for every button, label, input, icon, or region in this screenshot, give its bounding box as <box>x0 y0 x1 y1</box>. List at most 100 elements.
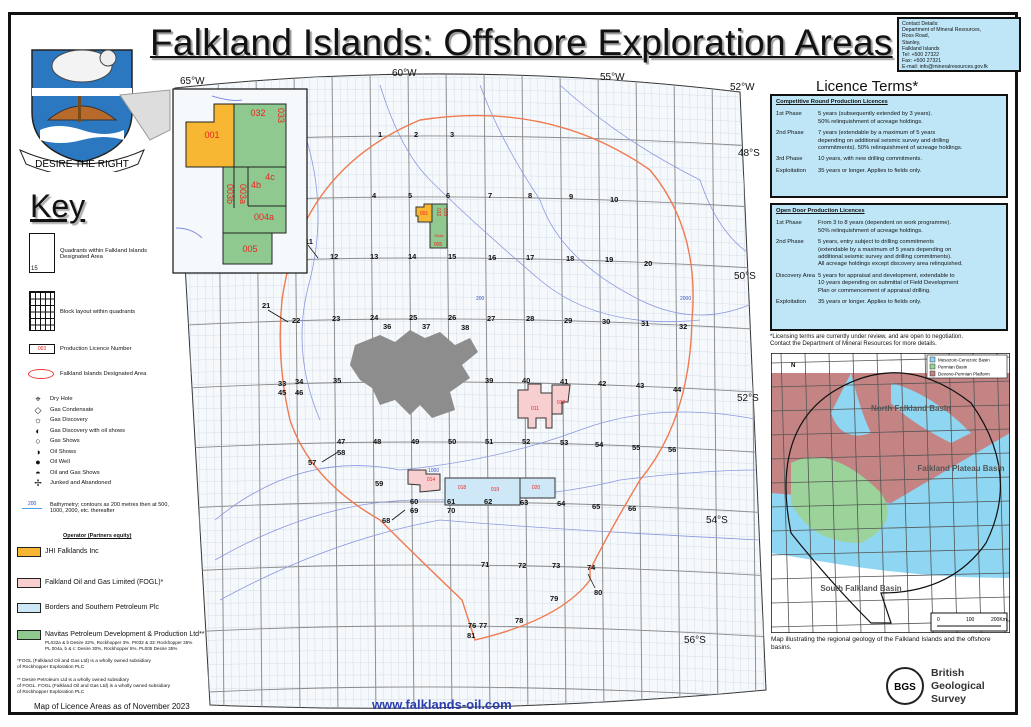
licence-number-label[interactable]: 018 <box>458 485 467 491</box>
licence-block-011[interactable] <box>517 383 553 429</box>
bgs-name-line: Survey <box>931 693 966 705</box>
quadrant-label: 17 <box>526 253 534 262</box>
quadrant-label: 70 <box>447 506 455 515</box>
inset-licence-label: 004a <box>254 212 274 222</box>
licence-inset-map[interactable]: 001 032 033 003b 003a 4c 4b 004a 005 <box>172 88 308 274</box>
quadrant-label: 2 <box>414 130 418 139</box>
licence-term-row: 1st Phase 5 years (subsequently extended … <box>776 111 1002 126</box>
quadrant-label: 5 <box>408 191 412 200</box>
licence-number-label[interactable]: 012 <box>557 400 566 406</box>
quadrant-label: 34 <box>295 377 304 386</box>
quadrant-label: 10 <box>610 195 618 204</box>
well-symbol-label: Oil Well <box>50 459 70 465</box>
quadrant-label: 51 <box>485 437 493 446</box>
quadrant-label: 35 <box>333 376 341 385</box>
phase-terms: 7 years (extendable by a maximum of 5 ye… <box>818 130 963 152</box>
block-layout-label: Block layout within quadrants <box>60 309 136 315</box>
bathymetry-label: 200 <box>476 296 485 302</box>
quadrant-label: 20 <box>644 259 652 268</box>
north-arrow: N <box>791 363 795 369</box>
website-link[interactable]: www.falklands-oil.com <box>372 697 512 712</box>
geology-legend-label: Mesozoic-Cenozoic Basin <box>938 358 990 363</box>
quadrant-label: 79 <box>550 594 558 603</box>
designated-area-label: Falkland Islands Designated Area <box>60 371 147 377</box>
quadrant-label: 38 <box>461 323 469 332</box>
oil-and-gas-shows-icon: ◓ <box>35 467 41 478</box>
licence-number-label[interactable]: 032 <box>435 208 441 217</box>
phase-terms: 5 years for appraisal and development, e… <box>818 272 959 294</box>
licence-number-label[interactable]: 011 <box>531 406 539 412</box>
parallel-line <box>175 686 766 699</box>
bathymetry-line-key <box>22 508 42 509</box>
quadrant-label: 12 <box>330 252 338 261</box>
quadrant-label: 44 <box>673 385 682 394</box>
crest-motto: DESIRE THE RIGHT <box>35 159 129 170</box>
well-symbol-label: Gas Discovery <box>50 417 88 423</box>
quadrant-label: 66 <box>628 504 636 513</box>
operator-swatch <box>17 630 41 640</box>
bathymetry-contour <box>559 84 761 261</box>
inset-licence-label: 001 <box>204 130 219 140</box>
parallel-line <box>175 625 766 638</box>
gas-discovery-oil-shows-icon: ◐ <box>35 425 41 436</box>
quadrants-label: Quadrants within Falkland Islands Design… <box>60 248 147 260</box>
licence-block-014[interactable] <box>407 469 441 493</box>
phase-label: 2nd Phase <box>776 130 804 137</box>
scale-bar: 0 100 200Km <box>930 612 1008 632</box>
quadrant-key-number: 15 <box>31 266 38 272</box>
page-title: Falkland Islands: Offshore Exploration A… <box>150 22 893 63</box>
latitude-label: 50°S <box>734 271 756 282</box>
licence-block-020[interactable] <box>519 477 556 499</box>
well-symbol-label: Oil and Gas Shows <box>50 469 100 476</box>
licence-block-navitas[interactable] <box>429 203 448 249</box>
bgs-logo-text: BGS <box>894 682 916 693</box>
junked-abandoned-icon: ✢ <box>34 478 42 488</box>
licence-number-label[interactable]: 001 <box>420 211 429 217</box>
licence-number-label[interactable]: 033 <box>442 208 448 217</box>
quadrant-label: 61 <box>447 497 455 506</box>
meridian-line <box>673 73 681 709</box>
geology-inset-map[interactable]: N Mesozoic-Cenozoic Basin Permian Basin De… <box>771 353 1010 633</box>
licence-block-012[interactable] <box>551 384 571 415</box>
bgs-logo: BGS British Geological Survey <box>886 667 985 705</box>
quadrant-label: 68 <box>382 516 390 525</box>
licence-number-label[interactable]: 019 <box>491 487 500 493</box>
quadrant-label: 57 <box>308 458 316 467</box>
latitude-label: 54°S <box>706 515 728 526</box>
licence-number-label[interactable]: 005 <box>434 242 443 248</box>
gas-condensate-icon: ◇ <box>34 404 42 415</box>
quadrant-label: 52 <box>522 437 530 446</box>
quadrant-label: 71 <box>481 560 489 569</box>
quadrant-label: 16 <box>488 253 496 262</box>
quadrant-label: 40 <box>522 376 530 385</box>
licence-number-label[interactable]: 014 <box>427 477 436 483</box>
inset-licence-label: 003b <box>225 184 235 204</box>
quadrant-label: 36 <box>383 322 391 331</box>
phase-terms: 35 years or longer. Applies to fields on… <box>818 167 922 174</box>
well-symbol-label: Dry Hole <box>50 396 73 402</box>
phase-label: Discovery Area <box>776 272 815 279</box>
designated-area-key <box>28 369 54 379</box>
gas-discovery-icon: ☼ <box>33 415 43 425</box>
quadrant-label: 74 <box>587 563 596 572</box>
map-date: Map of Licence Areas as of November 2023 <box>34 702 190 711</box>
parallel-line <box>175 318 766 331</box>
parallel-line <box>175 564 766 577</box>
open-door-heading: Open Door Production Licences <box>776 208 865 214</box>
licence-term-row: 1st Phase From 3 to 8 years (dependent on… <box>776 220 1002 235</box>
licence-number-label[interactable]: 004a <box>435 233 445 238</box>
phase-label: 1st Phase <box>776 111 802 118</box>
operator-name: Falkland Oil and Gas Limited (FOGL)* <box>45 579 164 586</box>
quadrant-label: 49 <box>411 437 419 446</box>
scale-label: 100 <box>966 617 975 623</box>
oil-shows-icon: ◑ <box>35 446 41 457</box>
licence-number-label[interactable]: 020 <box>532 485 541 491</box>
quadrant-label: 64 <box>557 499 566 508</box>
quadrant-label: 78 <box>515 616 523 625</box>
quadrant-label: 28 <box>526 314 534 323</box>
phase-label: 1st Phase <box>776 220 802 227</box>
south-america-land <box>119 89 171 141</box>
licence-block-018-019[interactable] <box>444 477 521 506</box>
quadrant-label: 46 <box>295 388 303 397</box>
